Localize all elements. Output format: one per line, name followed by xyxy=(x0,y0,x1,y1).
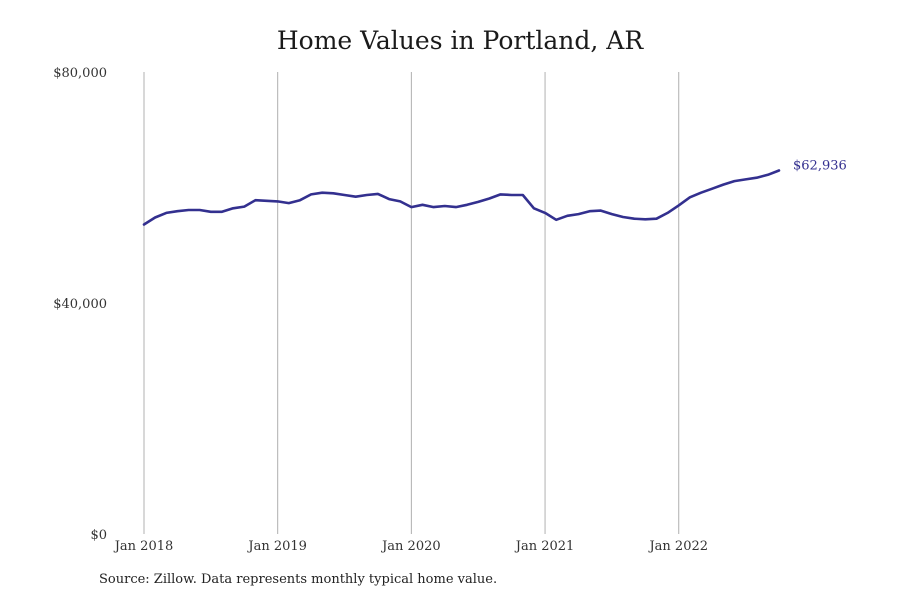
y-axis-ticks: $0 $40,000 $80,000 xyxy=(53,66,107,543)
latest-value-label: $62,936 xyxy=(793,159,847,174)
x-tick-label: Jan 2021 xyxy=(514,539,575,554)
x-axis-ticks: Jan 2018 Jan 2019 Jan 2020 Jan 2021 Jan 2022 xyxy=(113,539,708,554)
x-tick-label: Jan 2022 xyxy=(647,539,708,554)
x-tick-label: Jan 2018 xyxy=(113,539,174,554)
source-note: Source: Zillow. Data represents monthly … xyxy=(99,572,498,587)
y-tick-label: $0 xyxy=(90,528,107,543)
x-tick-label: Jan 2019 xyxy=(246,539,307,554)
gridlines xyxy=(143,72,680,534)
y-tick-label: $40,000 xyxy=(53,297,107,312)
y-tick-label: $80,000 xyxy=(53,66,107,81)
home-value-series-line xyxy=(142,169,781,226)
chart-title: Home Values in Portland, AR xyxy=(276,26,644,55)
x-tick-label: Jan 2020 xyxy=(380,539,441,554)
